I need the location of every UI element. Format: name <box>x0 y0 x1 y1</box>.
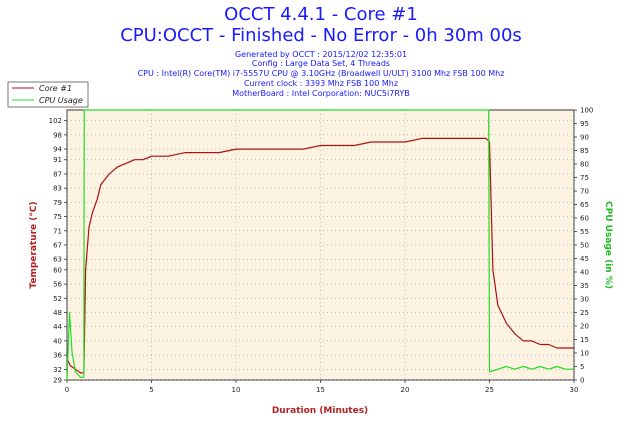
y-tick-label-right: 15 <box>580 336 589 344</box>
series-line-core1 <box>66 137 574 374</box>
y-tick-label-left: 60 <box>53 266 62 274</box>
legend-label-core1: Core #1 <box>39 84 72 93</box>
y-tick-label-left: 79 <box>53 199 62 207</box>
y-tick-label-left: 29 <box>53 377 62 385</box>
y-tick-label-right: 85 <box>580 147 589 155</box>
y-axis-title-left: Temperature (°C) <box>29 201 39 288</box>
y-tick-label-right: 65 <box>580 201 589 209</box>
info-line-clock: Current clock : 3393 Mhz FSB 100 Mhz <box>244 79 398 88</box>
y-tick-label-left: 102 <box>49 117 62 125</box>
y-tick-label-right: 35 <box>580 282 589 290</box>
y-tick-label-right: 100 <box>580 107 593 115</box>
chart-title: OCCT 4.4.1 - Core #1 <box>224 4 418 25</box>
x-axis-title: Duration (Minutes) <box>272 406 368 416</box>
info-line-cpu: CPU : Intel(R) Core(TM) i7-5557U CPU @ 3… <box>138 69 505 78</box>
y-tick-label-right: 30 <box>580 296 589 304</box>
info-block: Generated by OCCT : 2015/12/02 12:35:01 … <box>138 50 505 98</box>
y-tick-label-right: 20 <box>580 323 589 331</box>
x-tick-label: 5 <box>149 386 153 394</box>
legend-label-cpu-usage: CPU Usage <box>39 96 83 105</box>
y-tick-label-right: 75 <box>580 174 589 182</box>
y-tick-label-right: 70 <box>580 188 589 196</box>
y-tick-label-left: 40 <box>53 337 62 345</box>
y-tick-label-right: 60 <box>580 215 589 223</box>
y-tick-label-right: 80 <box>580 161 589 169</box>
legend: Core #1 CPU Usage <box>7 81 89 108</box>
y-tick-label-left: 48 <box>53 309 62 317</box>
y-tick-label-left: 36 <box>53 352 62 360</box>
x-tick-label: 0 <box>65 386 69 394</box>
y-tick-label-left: 67 <box>53 242 62 250</box>
y-tick-label-right: 0 <box>580 377 584 385</box>
info-line-motherboard: MotherBoard : Intel Corporation: NUC5i7R… <box>232 89 410 98</box>
series-layer <box>66 109 574 381</box>
y-tick-label-left: 32 <box>53 366 62 374</box>
x-tick-label: 20 <box>401 386 410 394</box>
y-tick-label-left: 75 <box>53 213 62 221</box>
y-tick-label-right: 95 <box>580 120 589 128</box>
y-tick-label-left: 94 <box>53 146 62 154</box>
y-tick-label-left: 52 <box>53 295 62 303</box>
y-tick-label-left: 91 <box>53 156 62 164</box>
y-tick-label-right: 45 <box>580 255 589 263</box>
x-tick-label: 25 <box>485 386 494 394</box>
y-tick-label-right: 25 <box>580 309 589 317</box>
series-line-cpu-usage <box>66 109 574 381</box>
info-line-config: Config : Large Data Set, 4 Threads <box>252 59 390 68</box>
info-line-generated: Generated by OCCT : 2015/12/02 12:35:01 <box>235 50 407 59</box>
y-tick-label-left: 83 <box>53 185 62 193</box>
x-tick-label: 10 <box>232 386 241 394</box>
y-tick-label-left: 56 <box>53 281 62 289</box>
y-tick-label-right: 10 <box>580 350 589 358</box>
y-tick-label-right: 90 <box>580 134 589 142</box>
y-tick-label-left: 63 <box>53 256 62 264</box>
legend-box <box>7 81 89 108</box>
y-tick-label-right: 5 <box>580 363 584 371</box>
y-axis-title-right: CPU Usage (in %) <box>603 201 613 289</box>
x-tick-label: 15 <box>316 386 325 394</box>
y-tick-label-left: 71 <box>53 227 62 235</box>
y-tick-label-right: 55 <box>580 228 589 236</box>
y-tick-label-left: 44 <box>53 323 62 331</box>
y-tick-label-right: 50 <box>580 242 589 250</box>
y-tick-label-right: 40 <box>580 269 589 277</box>
chart-subtitle: CPU:OCCT - Finished - No Error - 0h 30m … <box>120 25 522 46</box>
x-tick-label: 30 <box>570 386 579 394</box>
y-tick-label-left: 98 <box>53 131 62 139</box>
axes: 29 32 36 40 44 48 52 56 60 63 67 71 75 79 83 87 91 94 98 10… <box>49 107 594 395</box>
y-tick-label-left: 87 <box>53 170 62 178</box>
